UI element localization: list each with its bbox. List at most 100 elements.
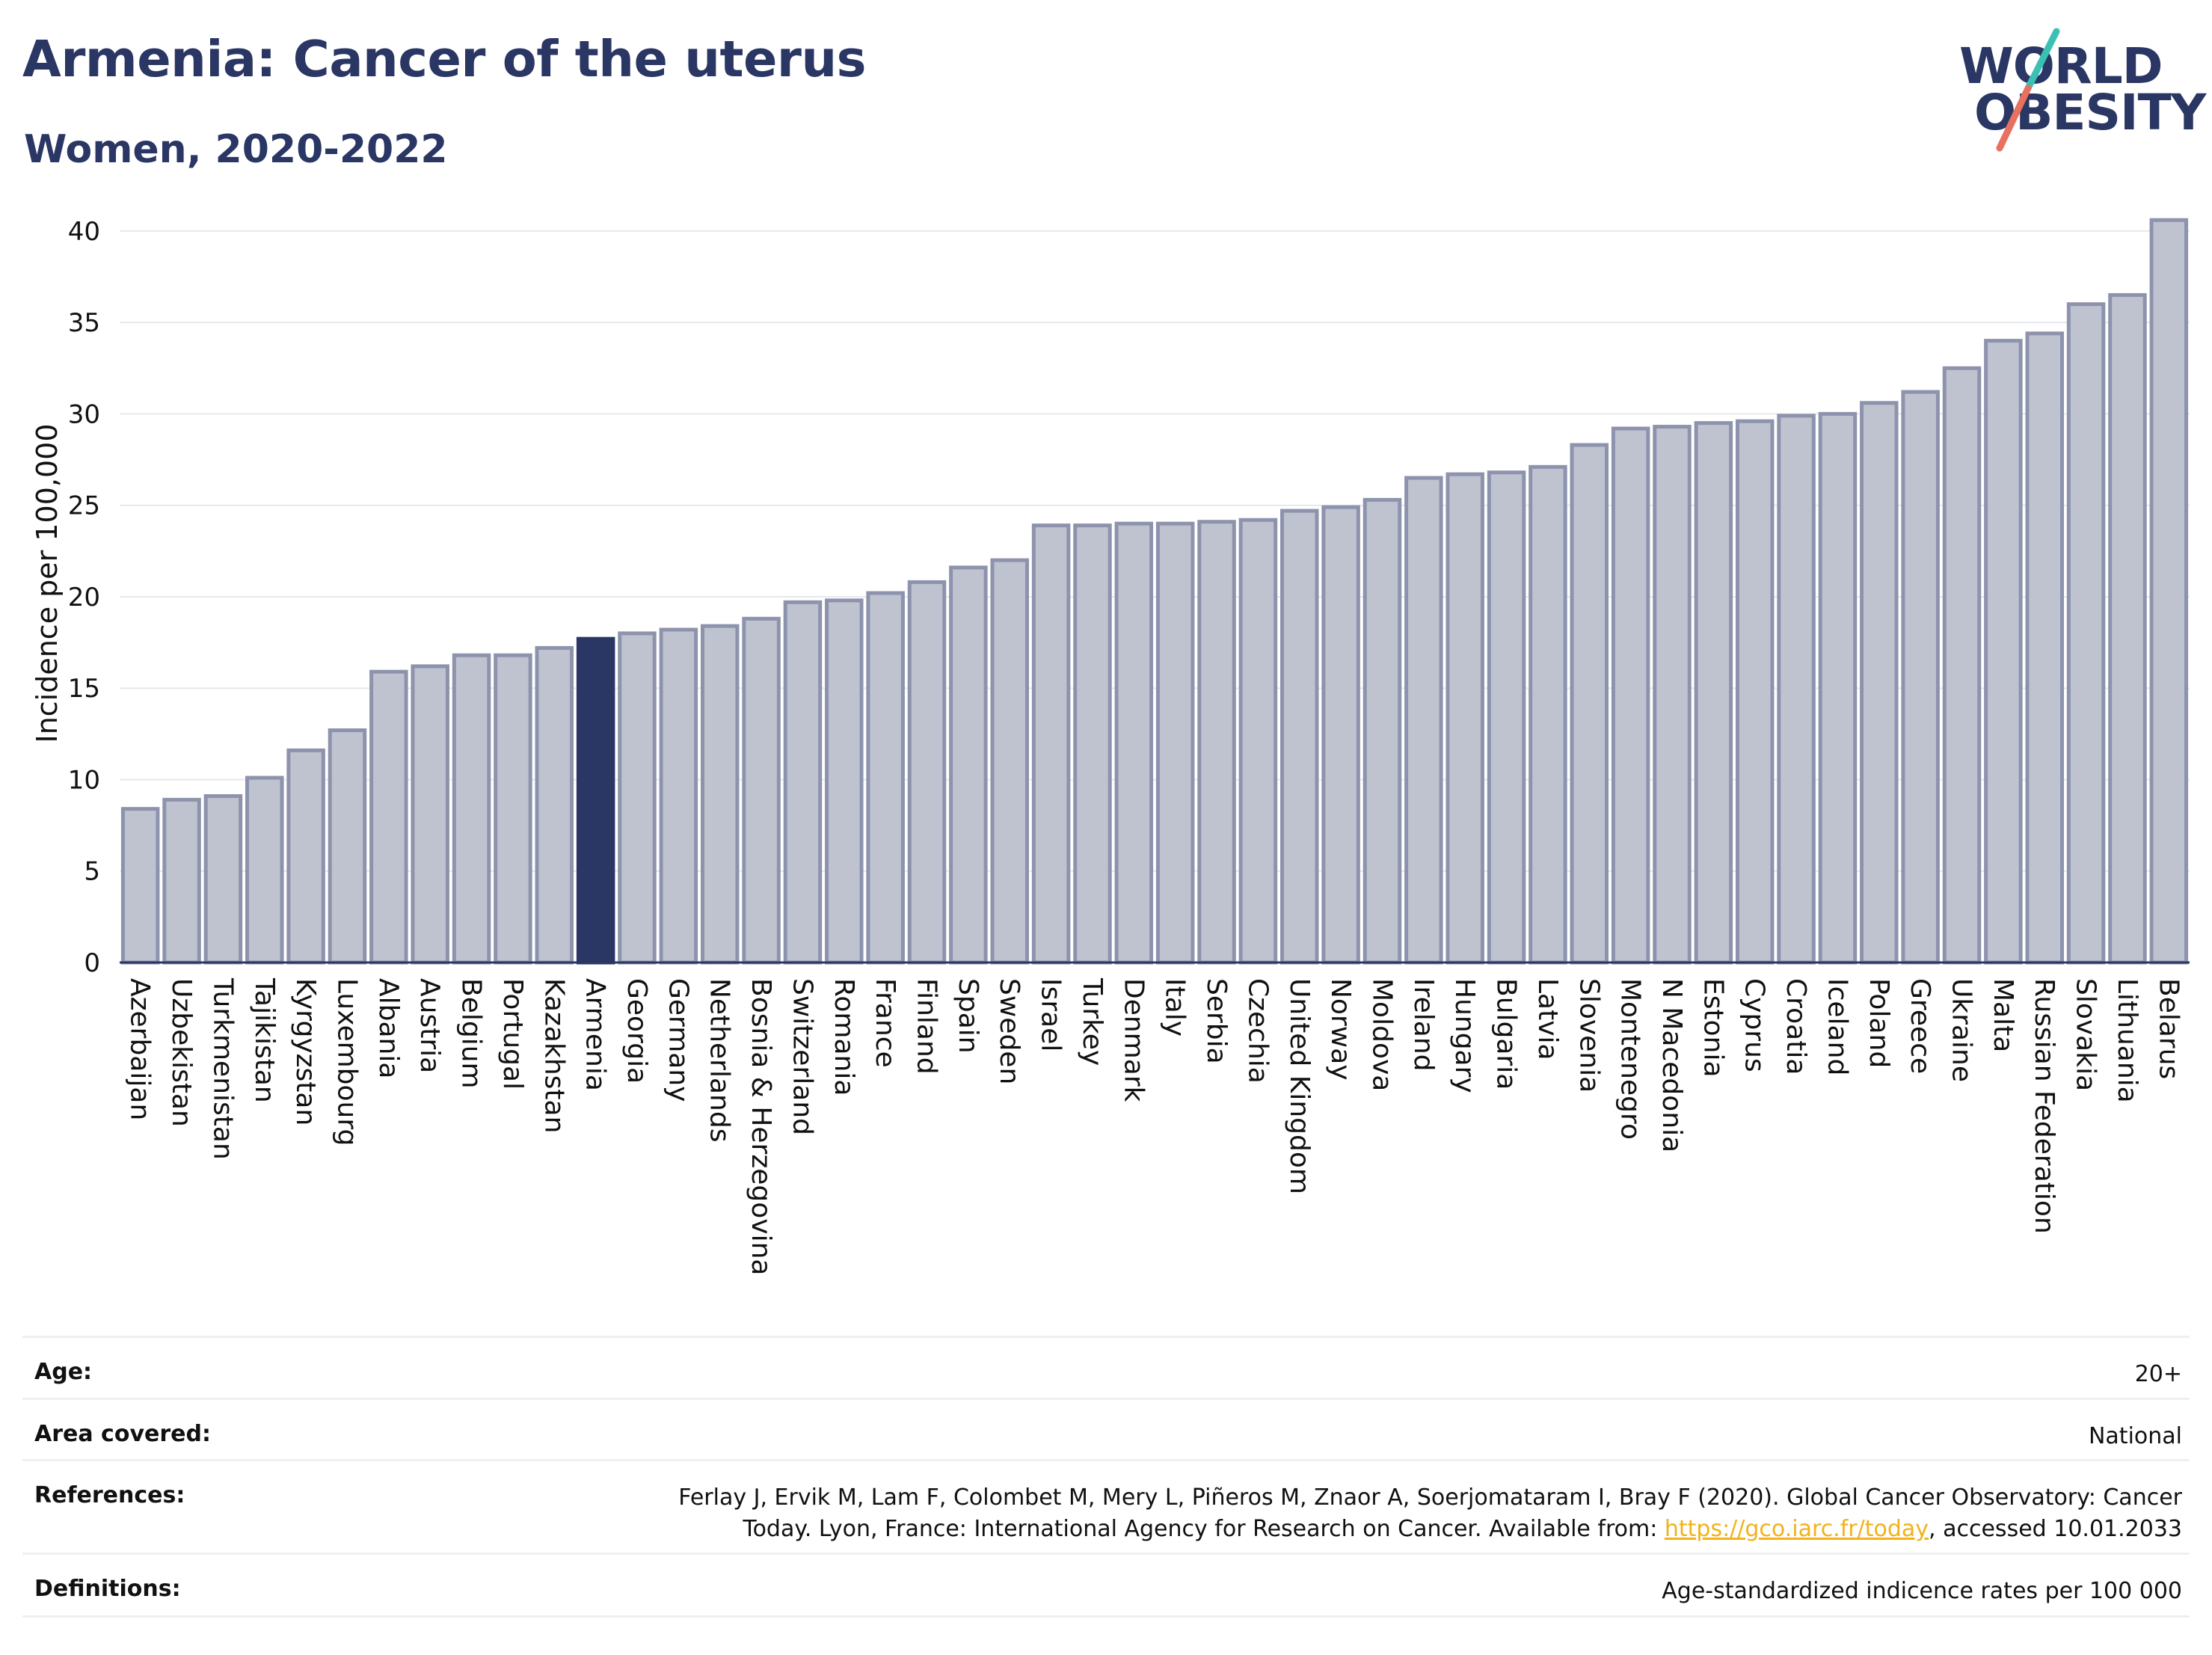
logo-slash-icon <box>1996 28 2060 152</box>
x-tick-label: Latvia <box>1532 978 1563 1060</box>
references-accessed: , accessed 10.01.2033 <box>1929 1516 2182 1542</box>
x-tick-label: Montenegro <box>1615 978 1646 1140</box>
x-tick-label: Lithuania <box>2112 978 2142 1103</box>
bar-norway <box>1321 505 1360 965</box>
x-tick-label: Czechia <box>1242 978 1273 1084</box>
x-tick-label: Finland <box>912 978 942 1075</box>
x-tick-label: Belgium <box>456 978 487 1089</box>
x-tick-label: Norway <box>1325 978 1356 1081</box>
bar-ireland <box>1404 476 1443 965</box>
bar-israel <box>1031 523 1071 965</box>
bar-spain <box>949 565 988 965</box>
y-axis-title: Incidence per 100,000 <box>31 423 64 743</box>
bar-italy <box>1155 521 1195 965</box>
x-tick-label: Armenia <box>580 978 611 1091</box>
bar-germany <box>659 627 698 965</box>
y-tick-label: 25 <box>68 491 100 521</box>
bar-france <box>866 591 905 965</box>
bar-malta <box>1984 339 2023 965</box>
y-tick-label: 5 <box>84 857 100 887</box>
bar-albania <box>369 669 408 965</box>
x-tick-label: Ireland <box>1408 978 1439 1072</box>
x-tick-label: Kazakhstan <box>538 978 569 1133</box>
bar-belarus <box>2149 218 2189 965</box>
bar-moldova <box>1362 497 1402 965</box>
bar-slovenia <box>1570 443 1609 965</box>
bar-azerbaijan <box>120 807 160 965</box>
bar-turkmenistan <box>203 793 243 965</box>
meta-row-area: Area covered: National <box>22 1398 2190 1460</box>
bar-armenia <box>576 636 615 965</box>
x-tick-label: Slovenia <box>1573 978 1604 1093</box>
bar-iceland <box>1818 411 1858 965</box>
bar-belgium <box>452 653 491 965</box>
x-tick-label: United Kingdom <box>1284 978 1315 1194</box>
x-tick-label: Bosnia & Herzegovina <box>746 978 776 1275</box>
bar-serbia <box>1197 520 1236 965</box>
bar-uzbekistan <box>162 797 201 965</box>
x-tick-label: Russian Federation <box>2029 978 2059 1234</box>
x-tick-label: Moldova <box>1366 978 1397 1091</box>
x-tick-label: Malta <box>1988 978 2018 1052</box>
x-tick-label: Germany <box>663 978 693 1102</box>
y-tick-label: 10 <box>68 765 100 795</box>
x-tick-label: Estonia <box>1698 978 1728 1078</box>
y-tick-label: 15 <box>68 674 100 704</box>
x-tick-label: Tajikistan <box>249 977 280 1103</box>
bar-croatia <box>1777 414 1816 965</box>
x-tick-label: Turkey <box>1077 977 1107 1066</box>
x-tick-label: Israel <box>1036 978 1066 1051</box>
bar-ukraine <box>1942 366 1982 965</box>
chart-title: Armenia: Cancer of the uterus <box>22 30 867 88</box>
bar-czechia <box>1238 518 1278 965</box>
x-tick-label: Belarus <box>2153 978 2184 1079</box>
x-tick-label: Uzbekistan <box>166 978 197 1127</box>
references-label: References: <box>34 1482 185 1508</box>
age-value: 20+ <box>2134 1361 2182 1387</box>
y-tick-label: 30 <box>68 399 100 429</box>
bars <box>120 218 2189 965</box>
x-tick-label: Italy <box>1160 978 1191 1037</box>
bar-montenegro <box>1611 426 1650 965</box>
x-tick-label: Croatia <box>1781 978 1811 1075</box>
bar-hungary <box>1446 472 1484 965</box>
definitions-value: Age-standardized indicence rates per 100… <box>1662 1578 2182 1604</box>
bar-turkey <box>1073 523 1112 965</box>
chart-subtitle: Women, 2020-2022 <box>24 127 448 172</box>
references-text-line1: Ferlay J, Ervik M, Lam F, Colombet M, Me… <box>678 1484 2182 1511</box>
x-tick-label: Serbia <box>1201 978 1232 1064</box>
age-label: Age: <box>34 1359 93 1385</box>
bar-tajikistan <box>245 776 284 965</box>
bar-chart: 0 5 10 15 20 25 30 35 40 Azerbaijan Uzbekistan Tur… <box>31 217 2190 1275</box>
x-tick-label: Kyrgyzstan <box>290 978 321 1126</box>
y-tick-label: 20 <box>68 583 100 612</box>
x-tick-label: Luxembourg <box>331 978 362 1146</box>
bar-latvia <box>1529 464 1567 965</box>
y-axis-ticks: 0 5 10 15 20 25 30 35 40 <box>68 217 100 978</box>
x-tick-label: Bulgaria <box>1491 978 1522 1090</box>
bar-finland <box>907 580 947 965</box>
meta-divider <box>22 1615 2190 1618</box>
x-tick-label: Turkmenistan <box>207 977 238 1160</box>
x-tick-label: Denmark <box>1118 978 1149 1102</box>
bar-slovakia <box>2066 302 2106 965</box>
x-tick-label: Sweden <box>994 978 1024 1084</box>
meta-row-references: References: Ferlay J, Ervik M, Lam F, Co… <box>22 1459 2190 1554</box>
meta-row-age: Age: 20+ <box>22 1336 2190 1398</box>
bar-netherlands <box>700 624 740 965</box>
bar-portugal <box>494 653 532 965</box>
bar-russian-federation <box>2025 331 2064 965</box>
x-tick-label: Cyprus <box>1739 978 1770 1072</box>
meta-row-definitions: Definitions: Age-standardized indicence … <box>22 1553 2190 1618</box>
x-axis-labels: Azerbaijan Uzbekistan Turkmenistan Tajikist… <box>125 977 2184 1275</box>
bar-luxembourg <box>328 728 367 965</box>
y-tick-label: 40 <box>68 217 100 247</box>
bar-romania <box>825 598 864 965</box>
x-tick-label: Poland <box>1864 978 1894 1068</box>
bar-kyrgyzstan <box>286 748 325 965</box>
x-tick-label: Albania <box>373 978 404 1078</box>
references-value: Ferlay J, Ervik M, Lam F, Colombet M, Me… <box>678 1482 2182 1545</box>
references-link[interactable]: https://gco.iarc.fr/today <box>1664 1516 1929 1542</box>
x-tick-label: Georgia <box>621 978 652 1084</box>
bar-n-macedonia <box>1653 425 1692 965</box>
